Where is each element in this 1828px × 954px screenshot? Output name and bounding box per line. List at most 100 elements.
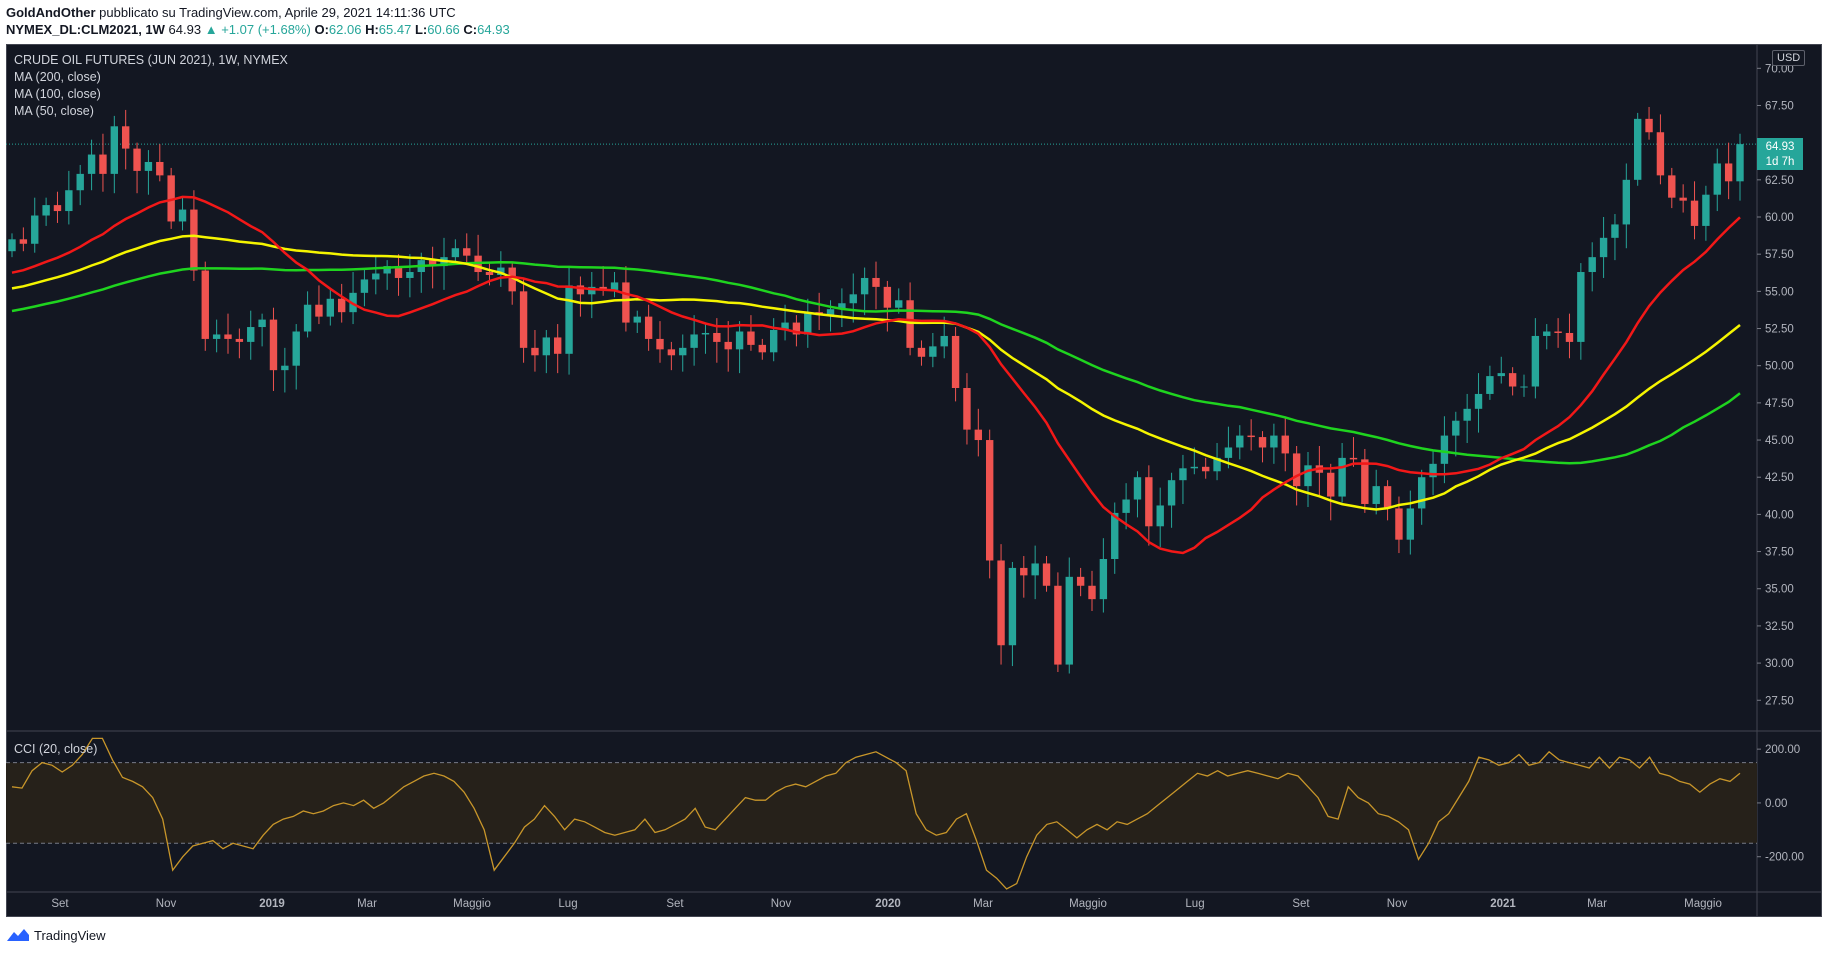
candle-body bbox=[8, 239, 16, 252]
price-tag-value: 64.93 bbox=[1765, 141, 1795, 153]
candle-body bbox=[588, 286, 596, 295]
footer-bar: TradingView bbox=[0, 918, 1828, 954]
candle-body bbox=[1008, 567, 1017, 646]
x-tick-label: 2021 bbox=[1490, 898, 1516, 910]
candle-body bbox=[87, 154, 96, 174]
candle-body bbox=[121, 126, 130, 149]
candle-body bbox=[940, 335, 948, 347]
symbol-label: NYMEX_DL:CLM2021, 1W bbox=[6, 22, 165, 37]
candle-body bbox=[1417, 477, 1426, 509]
y-tick-label: 50.00 bbox=[1765, 361, 1794, 373]
candle-body bbox=[679, 347, 687, 356]
candle-body bbox=[1497, 373, 1505, 377]
candle-body bbox=[1508, 373, 1517, 387]
candle-body bbox=[133, 148, 141, 171]
candle-body bbox=[372, 273, 380, 280]
candle-body bbox=[622, 282, 630, 323]
legend-ma200[interactable]: MA (200, close) bbox=[14, 70, 101, 84]
candle-body bbox=[1020, 567, 1028, 576]
candle-body bbox=[406, 272, 414, 278]
candle-body bbox=[1702, 194, 1710, 226]
candle-body bbox=[1327, 472, 1335, 497]
last-price-tag: 64.93 1d 7h bbox=[1757, 138, 1803, 170]
candle-body bbox=[1156, 505, 1164, 527]
candle-body bbox=[303, 304, 312, 332]
candle-body bbox=[156, 161, 164, 176]
candle-body bbox=[1633, 118, 1642, 180]
currency-badge[interactable]: USD bbox=[1772, 50, 1806, 66]
x-tick-label: Maggio bbox=[1684, 898, 1722, 910]
candle-body bbox=[1111, 512, 1119, 559]
candle-body bbox=[667, 349, 676, 356]
close-label: C: bbox=[463, 22, 478, 37]
candle-body bbox=[1679, 197, 1687, 201]
candle-body bbox=[1236, 435, 1244, 448]
y-tick-label: 70.00 bbox=[1765, 63, 1794, 75]
candle-body bbox=[1531, 335, 1540, 387]
candle-body bbox=[917, 347, 926, 357]
y-tick-label: 60.00 bbox=[1765, 212, 1794, 224]
ma200-line bbox=[11, 261, 1741, 465]
footer-brand[interactable]: TradingView bbox=[34, 928, 106, 943]
candle-body bbox=[258, 319, 266, 328]
candle-body bbox=[497, 267, 505, 275]
x-tick-label: Lug bbox=[1185, 898, 1204, 910]
candle-body bbox=[1486, 376, 1494, 394]
candle-body bbox=[53, 205, 62, 212]
candle-body bbox=[644, 316, 653, 339]
x-tick-label: Set bbox=[1292, 898, 1310, 910]
x-tick-label: Maggio bbox=[1069, 898, 1107, 910]
candle-body bbox=[747, 331, 755, 345]
candle-body bbox=[1031, 563, 1039, 576]
legend-ma50[interactable]: MA (50, close) bbox=[14, 104, 94, 118]
tradingview-logo-icon[interactable] bbox=[6, 927, 30, 943]
legend-ma100[interactable]: MA (100, close) bbox=[14, 87, 101, 101]
high-value: 65.47 bbox=[378, 22, 412, 37]
candle-body bbox=[1611, 224, 1619, 238]
candle-body bbox=[19, 239, 28, 244]
candle-body bbox=[1599, 237, 1608, 258]
x-tick-label: Nov bbox=[771, 898, 792, 910]
low-label: L: bbox=[414, 22, 428, 37]
candle-body bbox=[326, 298, 335, 317]
low-value: 60.66 bbox=[427, 22, 460, 37]
y-tick-label: 42.50 bbox=[1765, 472, 1794, 484]
candle-body bbox=[1713, 163, 1721, 195]
candle-body bbox=[1668, 175, 1676, 198]
cci-band-fill bbox=[6, 762, 1757, 844]
candle-body bbox=[758, 344, 767, 353]
candle-body bbox=[1383, 486, 1392, 509]
candle-body bbox=[1247, 435, 1255, 438]
candle-body bbox=[1065, 576, 1073, 665]
candle-body bbox=[576, 285, 585, 295]
x-tick-label: Nov bbox=[156, 898, 177, 910]
candle-body bbox=[542, 337, 551, 356]
candle-body bbox=[1520, 386, 1528, 388]
candle-body bbox=[1201, 466, 1210, 472]
candle-body bbox=[508, 267, 516, 292]
candle-body bbox=[599, 286, 607, 290]
candle-body bbox=[31, 215, 39, 244]
y-tick-label: 52.50 bbox=[1765, 324, 1794, 336]
candle-body bbox=[1429, 463, 1437, 478]
candle-body bbox=[235, 338, 244, 342]
cci-tick-label: -200.00 bbox=[1765, 852, 1804, 864]
candle-body bbox=[190, 209, 198, 271]
cci-legend[interactable]: CCI (20, close) bbox=[14, 742, 98, 756]
candle-body bbox=[713, 332, 721, 342]
candle-body bbox=[860, 277, 869, 295]
candle-body bbox=[1213, 457, 1221, 472]
x-tick-label: Mar bbox=[357, 898, 377, 910]
author-name[interactable]: GoldAndOther bbox=[6, 5, 96, 20]
y-tick-label: 30.00 bbox=[1765, 658, 1794, 670]
candle-body bbox=[1474, 393, 1483, 409]
candle-body bbox=[906, 300, 914, 348]
candle-body bbox=[985, 440, 994, 561]
candle-body bbox=[1167, 480, 1176, 506]
legend-title: CRUDE OIL FUTURES (JUN 2021), 1W, NYMEX bbox=[14, 53, 288, 67]
candle-body bbox=[428, 260, 437, 267]
y-tick-label: 55.00 bbox=[1765, 286, 1794, 298]
x-tick-label: 2019 bbox=[259, 898, 285, 910]
candle-body bbox=[849, 294, 857, 304]
